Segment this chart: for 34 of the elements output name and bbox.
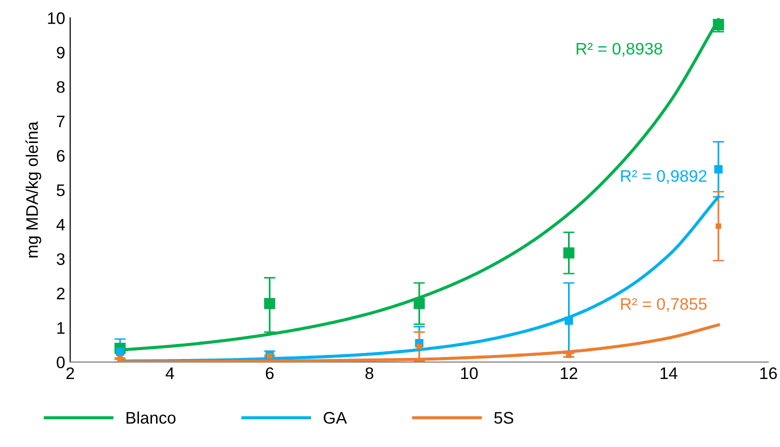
y-axis-title: mg MDA/kg oleína xyxy=(26,121,42,258)
y-tick-label: 2 xyxy=(56,288,65,300)
legend-label: GA xyxy=(324,412,347,424)
point xyxy=(716,223,722,229)
x-tick-label: 6 xyxy=(266,367,274,380)
y-tick-label: 6 xyxy=(56,150,65,162)
y-tick-label: 10 xyxy=(48,12,65,24)
annotation: R² = 0,8938 xyxy=(576,42,662,57)
x-tick-label: 16 xyxy=(760,367,777,380)
y-tick-label: 3 xyxy=(56,253,65,266)
point xyxy=(416,344,422,350)
y-tick-label: 4 xyxy=(56,218,65,230)
y-tick-label: 8 xyxy=(56,81,65,93)
x-tick-label: 2 xyxy=(66,367,74,380)
y-tick-label: 9 xyxy=(56,46,65,58)
y-tick-label: 7 xyxy=(56,116,65,128)
annotation: R² = 0,9892 xyxy=(621,170,706,184)
x-tick-label: 4 xyxy=(166,368,174,380)
x-tick-label: 12 xyxy=(560,367,578,380)
x-tick-label: 8 xyxy=(365,367,374,380)
point xyxy=(414,298,425,310)
y-tick-label: 0 xyxy=(56,356,65,368)
point xyxy=(564,316,574,325)
point xyxy=(714,165,723,174)
x-tick-label: 14 xyxy=(660,368,678,380)
legend-label: Blanco xyxy=(126,411,176,424)
legend-label: 5S xyxy=(494,412,514,424)
annotation: R² = 0,7855 xyxy=(621,298,707,312)
point xyxy=(563,247,574,259)
point xyxy=(116,348,124,356)
y-tick-label: 1 xyxy=(57,322,65,334)
y-tick-label: 5 xyxy=(56,184,65,196)
x-tick-label: 10 xyxy=(461,367,478,380)
point xyxy=(264,298,276,310)
